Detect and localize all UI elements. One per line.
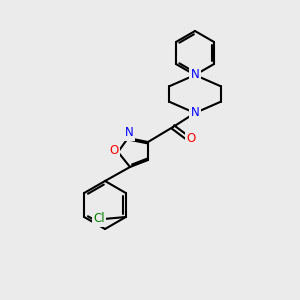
Text: N: N [190,68,200,82]
Text: O: O [186,133,196,146]
Text: O: O [110,145,118,158]
Text: Cl: Cl [93,212,105,226]
Text: N: N [124,127,134,140]
Text: N: N [190,106,200,119]
